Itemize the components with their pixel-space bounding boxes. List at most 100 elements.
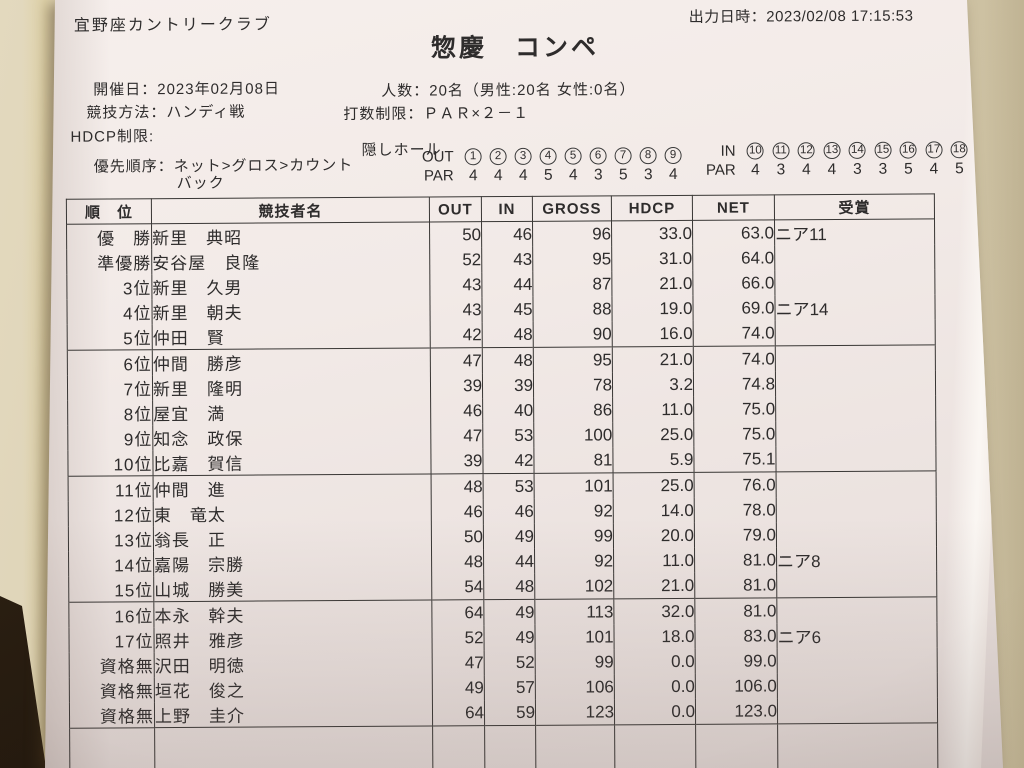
- cell-empty: [535, 724, 615, 768]
- cell-in: 49: [483, 523, 535, 550]
- hole-number: 3: [514, 147, 532, 165]
- cell-rank: 4位: [66, 299, 153, 325]
- cell-award: [775, 445, 937, 472]
- par-value: 3: [643, 165, 653, 183]
- cell-gross: 102: [534, 573, 614, 600]
- cell-net: 69.0: [692, 295, 776, 321]
- col-header-out: OUT: [429, 196, 482, 223]
- cell-in: 57: [484, 674, 536, 701]
- cell-out: 50: [429, 221, 482, 248]
- cell-out: 47: [430, 347, 483, 374]
- cell-rank: 15位: [68, 576, 154, 603]
- cell-out: 48: [431, 549, 484, 575]
- hidden-holes-in: IN 10 11 12 13 14 15 16 17 18 PAR 4 3 4 4 3 3 5 4 5: [705, 140, 973, 180]
- competition-title: 惣慶 コンペ: [430, 33, 600, 63]
- cell-gross: 92: [534, 498, 614, 524]
- participant-count: 人数：20名（男性:20名 女性:0名）: [381, 81, 636, 100]
- hole-side-label: IN: [720, 142, 736, 160]
- cell-award: ニア6: [776, 622, 938, 649]
- cell-hdcp: 18.0: [613, 623, 696, 650]
- par-value: 3: [593, 165, 603, 183]
- cell-out: 42: [430, 322, 483, 348]
- cell-net: 83.0: [694, 623, 778, 649]
- cell-in: 42: [482, 447, 535, 474]
- hole-side-label: OUT: [421, 148, 454, 166]
- cell-rank: 8位: [67, 400, 153, 426]
- cell-gross: 101: [534, 624, 615, 650]
- cell-net: 74.8: [693, 371, 776, 397]
- cell-hdcp: 21.0: [611, 270, 693, 297]
- cell-gross: 99: [534, 523, 614, 549]
- cell-out: 48: [431, 473, 484, 500]
- hole-number: 12: [797, 142, 815, 160]
- cell-gross: 99: [535, 649, 615, 675]
- cell-rank: 13位: [68, 526, 154, 552]
- col-header-award: 受賞: [774, 193, 935, 220]
- cell-award: [776, 496, 937, 523]
- par-value: 5: [543, 166, 553, 184]
- cell-award: ニア11: [774, 218, 935, 246]
- par-value: 3: [776, 160, 786, 178]
- hole-number: 10: [746, 142, 764, 160]
- cell-net: 74.0: [693, 345, 776, 372]
- col-header-gross: GROSS: [532, 195, 612, 222]
- cell-award: [777, 697, 938, 724]
- cell-rank: 10位: [67, 450, 154, 477]
- cell-empty: [695, 723, 778, 768]
- par-value: 3: [853, 160, 862, 178]
- cell-out: 64: [432, 700, 485, 726]
- cell-rank: 資格無: [69, 652, 155, 678]
- cell-name: 沢田 明徳: [154, 650, 433, 678]
- cell-net: 81.0: [694, 597, 777, 624]
- cell-net: 76.0: [694, 471, 777, 498]
- cell-name: 仲間 勝彦: [152, 347, 431, 376]
- cell-gross: 95: [533, 346, 613, 373]
- stroke-limit: 打数制限：ＰＡＲ×２－１: [343, 104, 530, 124]
- hole-number: 7: [614, 147, 632, 165]
- cell-hdcp: 25.0: [613, 472, 695, 499]
- cell-hdcp: 16.0: [612, 320, 694, 347]
- cell-award: [775, 395, 936, 422]
- table-row: 4位 新里 朝夫 43 45 88 19.0 69.0 ニア14: [66, 294, 936, 325]
- cell-hdcp: 21.0: [612, 346, 694, 373]
- cell-name: 嘉陽 宗勝: [153, 549, 432, 577]
- par-value: 4: [827, 160, 837, 178]
- cell-rank: 14位: [68, 551, 154, 577]
- cell-out: 52: [431, 625, 485, 651]
- cell-net: 74.0: [693, 320, 776, 347]
- hole-number: 15: [874, 141, 892, 159]
- cell-award: [777, 672, 938, 699]
- hole-number: 16: [899, 141, 917, 159]
- cell-in: 45: [481, 296, 534, 323]
- cell-gross: 100: [533, 422, 613, 448]
- cell-award: [776, 521, 937, 548]
- cell-gross: 106: [535, 674, 615, 700]
- cell-rank: 17位: [68, 627, 155, 653]
- par-label: PAR: [705, 161, 736, 179]
- cell-in: 39: [482, 372, 534, 399]
- par-value: 4: [668, 165, 678, 183]
- cell-out: 46: [431, 499, 484, 525]
- priority-order-line2: バック: [176, 174, 225, 193]
- cell-gross: 95: [532, 246, 612, 272]
- cell-out: 39: [430, 448, 484, 474]
- cell-hdcp: 5.9: [612, 446, 695, 473]
- cell-net: 75.0: [693, 396, 776, 422]
- cell-net: 75.1: [693, 446, 777, 473]
- cell-award: [775, 420, 936, 447]
- cell-net: 79.0: [694, 522, 777, 548]
- hole-number: 2: [489, 148, 507, 166]
- club-name: 宜野座カントリークラブ: [73, 16, 272, 35]
- cell-in: 49: [483, 624, 536, 651]
- cell-name: 新里 久男: [151, 272, 430, 300]
- cell-net: 75.0: [693, 421, 776, 447]
- hole-number: 5: [564, 147, 582, 165]
- cell-hdcp: 11.0: [613, 547, 695, 574]
- hidden-holes-out: OUT 1 2 3 4 5 6 7 8 9 PAR 4 4 4 5 4 3 5 3 4: [419, 146, 686, 186]
- cell-empty: [777, 722, 938, 768]
- cell-net: 99.0: [695, 648, 778, 674]
- results-table-body: 優 勝新里 典昭 50 46 96 33.0 63.0 ニア11 準優勝 安谷屋 良隆 52 43 9…: [66, 218, 938, 768]
- cell-hdcp: 11.0: [612, 396, 694, 423]
- cell-rank: 資格無: [69, 677, 155, 703]
